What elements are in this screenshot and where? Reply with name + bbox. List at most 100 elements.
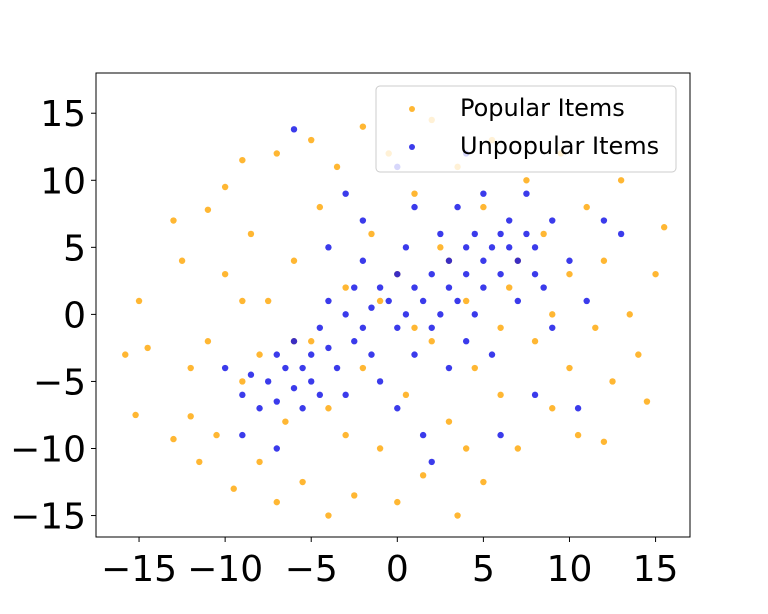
y-tick-label: −10 xyxy=(10,429,86,470)
point xyxy=(643,398,651,405)
point xyxy=(359,257,367,264)
point xyxy=(256,405,263,412)
point xyxy=(359,217,367,224)
point xyxy=(497,391,504,399)
point xyxy=(290,338,298,345)
point xyxy=(583,203,590,211)
point xyxy=(359,324,367,331)
x-tick-label: 5 xyxy=(472,549,495,590)
point xyxy=(273,498,280,506)
point xyxy=(325,297,332,305)
legend-label: Unpopular Items xyxy=(460,132,659,160)
point xyxy=(497,431,504,439)
point xyxy=(471,364,478,372)
legend: Popular Items Unpopular Items xyxy=(375,85,677,173)
point xyxy=(290,384,298,392)
point xyxy=(549,324,556,331)
point xyxy=(523,230,530,238)
point xyxy=(308,136,315,144)
point xyxy=(359,123,367,130)
point xyxy=(402,244,410,251)
point xyxy=(273,445,280,452)
point xyxy=(187,364,194,372)
point xyxy=(351,492,358,499)
point xyxy=(368,351,375,358)
point xyxy=(394,324,401,331)
point xyxy=(273,398,280,405)
point xyxy=(617,177,625,184)
point xyxy=(617,230,625,238)
point xyxy=(333,364,341,372)
point xyxy=(419,431,427,439)
point xyxy=(583,297,590,305)
x-tick-label: −15 xyxy=(101,549,177,590)
point xyxy=(437,311,444,318)
legend-label: Popular Items xyxy=(460,94,625,122)
point xyxy=(239,391,246,399)
point xyxy=(428,338,435,345)
point xyxy=(566,270,573,278)
point xyxy=(325,344,332,352)
point xyxy=(239,297,246,305)
point xyxy=(342,431,349,439)
point xyxy=(144,344,151,352)
point xyxy=(600,257,608,264)
point xyxy=(394,498,401,506)
point xyxy=(170,435,177,443)
point xyxy=(187,413,194,420)
point xyxy=(514,257,522,264)
point xyxy=(135,297,143,305)
point xyxy=(462,297,470,305)
point xyxy=(213,431,220,439)
point xyxy=(239,431,246,439)
point xyxy=(531,244,539,251)
point xyxy=(385,297,392,305)
point xyxy=(635,351,642,358)
point xyxy=(299,405,306,412)
point xyxy=(351,338,358,345)
y-tick-label: 5 xyxy=(63,228,86,269)
point xyxy=(299,478,306,486)
point xyxy=(394,405,401,412)
point xyxy=(566,257,573,264)
point xyxy=(376,378,384,385)
point xyxy=(221,183,229,191)
point xyxy=(376,445,384,452)
point xyxy=(454,203,461,211)
point xyxy=(506,244,513,251)
point xyxy=(282,364,289,372)
point xyxy=(325,512,332,519)
point xyxy=(471,230,478,238)
legend-box xyxy=(375,85,677,173)
point xyxy=(445,257,453,264)
point xyxy=(626,311,633,318)
point xyxy=(325,244,332,251)
point xyxy=(462,244,470,251)
point xyxy=(230,485,237,492)
y-tick-label: −5 xyxy=(33,362,86,403)
point xyxy=(574,405,582,412)
point xyxy=(540,230,547,238)
point xyxy=(411,190,418,197)
point xyxy=(411,324,418,331)
point xyxy=(419,472,427,479)
point xyxy=(445,418,453,425)
point xyxy=(402,391,410,399)
points xyxy=(122,116,668,519)
point xyxy=(342,391,349,399)
point xyxy=(308,338,315,345)
point xyxy=(239,378,246,385)
point xyxy=(402,311,410,318)
point xyxy=(316,391,324,399)
point xyxy=(122,351,129,358)
point xyxy=(480,478,487,486)
point xyxy=(342,190,349,197)
point xyxy=(342,284,349,291)
point xyxy=(480,190,487,197)
point xyxy=(480,203,487,211)
point xyxy=(368,230,375,238)
legend-marker xyxy=(409,144,415,150)
point xyxy=(333,163,341,171)
point xyxy=(264,378,272,385)
point xyxy=(445,284,453,291)
